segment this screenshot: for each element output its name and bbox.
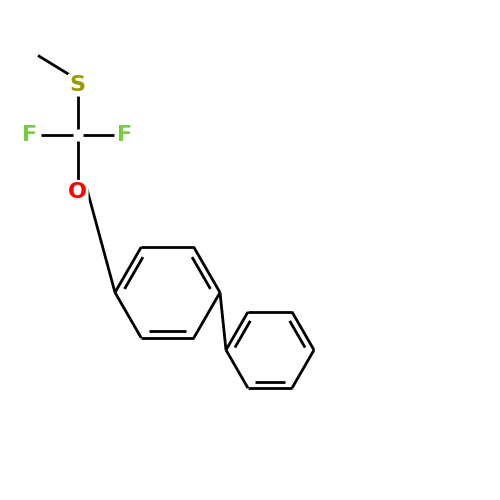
Text: F: F	[22, 125, 38, 145]
Text: O: O	[68, 182, 87, 202]
Text: F: F	[118, 125, 132, 145]
Text: S: S	[70, 75, 86, 95]
